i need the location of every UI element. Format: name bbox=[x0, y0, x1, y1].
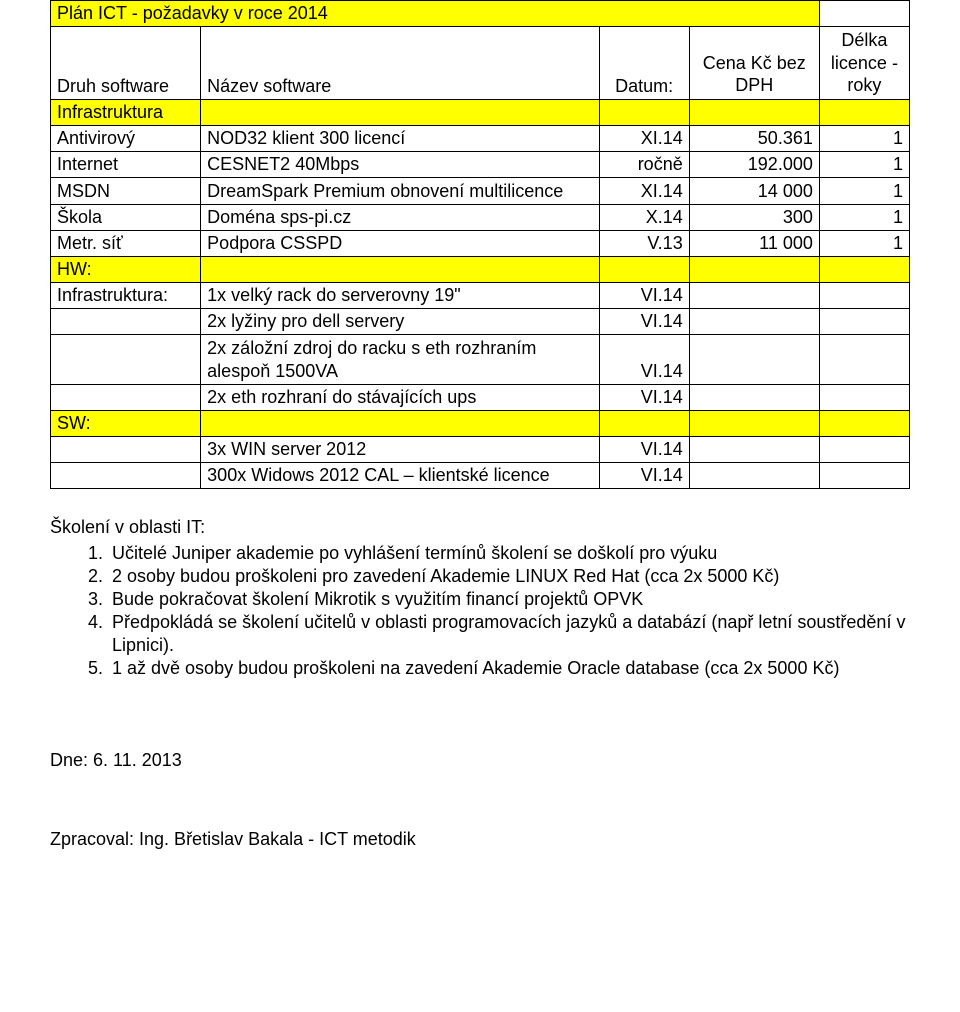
list-item: Učitelé Juniper akademie po vyhlášení te… bbox=[108, 542, 910, 565]
table-row: Infrastruktura: 1x velký rack do servero… bbox=[51, 283, 910, 309]
cell-empty bbox=[819, 385, 909, 411]
cell-datum: VI.14 bbox=[599, 463, 689, 489]
cell-druh: MSDN bbox=[51, 177, 201, 205]
table-row: 3x WIN server 2012 VI.14 bbox=[51, 437, 910, 463]
table-row: MSDN DreamSpark Premium obnovení multili… bbox=[51, 177, 910, 205]
cell-nazev: DreamSpark Premium obnovení multilicence bbox=[201, 177, 599, 205]
cell-cena: 300 bbox=[689, 205, 819, 231]
cell-delka: 1 bbox=[819, 177, 909, 205]
list-item: Předpokládá se školení učitelů v oblasti… bbox=[108, 611, 910, 657]
cell-datum: VI.14 bbox=[599, 283, 689, 309]
cell-nazev: CESNET2 40Mbps bbox=[201, 151, 599, 177]
table-row: 300x Widows 2012 CAL – klientské licence… bbox=[51, 463, 910, 489]
cell-druh: Škola bbox=[51, 205, 201, 231]
cell-empty bbox=[51, 463, 201, 489]
cell-empty bbox=[201, 411, 599, 437]
col-datum: Datum: bbox=[599, 27, 689, 100]
col-nazev: Název software bbox=[201, 27, 599, 100]
cell-datum: XI.14 bbox=[599, 177, 689, 205]
cell-empty bbox=[201, 257, 599, 283]
table-title: Plán ICT - požadavky v roce 2014 bbox=[51, 1, 820, 27]
cell-nazev: Podpora CSSPD bbox=[201, 231, 599, 257]
cell-empty bbox=[689, 385, 819, 411]
cell-empty bbox=[819, 257, 909, 283]
cell-empty bbox=[819, 411, 909, 437]
cell-delka: 1 bbox=[819, 231, 909, 257]
cell-empty bbox=[819, 99, 909, 125]
list-item: 1 až dvě osoby budou proškoleni na zaved… bbox=[108, 657, 910, 680]
cell-datum: VI.14 bbox=[599, 437, 689, 463]
cell-empty bbox=[819, 335, 909, 385]
cell-datum: VI.14 bbox=[599, 385, 689, 411]
cell-empty bbox=[689, 309, 819, 335]
footer-author: Zpracoval: Ing. Břetislav Bakala - ICT m… bbox=[50, 829, 910, 850]
cell-cena: 11 000 bbox=[689, 231, 819, 257]
section-sw: SW: bbox=[51, 411, 201, 437]
cell-datum: XI.14 bbox=[599, 125, 689, 151]
cell-delka: 1 bbox=[819, 205, 909, 231]
cell-datum: V.13 bbox=[599, 231, 689, 257]
table-row: Internet CESNET2 40Mbps ročně 192.000 1 bbox=[51, 151, 910, 177]
cell-empty bbox=[689, 411, 819, 437]
cell-empty bbox=[819, 309, 909, 335]
list-item: 2 osoby budou proškoleni pro zavedení Ak… bbox=[108, 565, 910, 588]
cell-empty bbox=[51, 309, 201, 335]
cell-nazev: 2x lyžiny pro dell servery bbox=[201, 309, 599, 335]
cell-datum: VI.14 bbox=[599, 335, 689, 385]
cell-nazev: 2x eth rozhraní do stávajících ups bbox=[201, 385, 599, 411]
cell-empty bbox=[599, 257, 689, 283]
cell-druh: Infrastruktura: bbox=[51, 283, 201, 309]
cell-empty bbox=[201, 99, 599, 125]
cell-empty bbox=[689, 335, 819, 385]
cell-empty bbox=[51, 437, 201, 463]
footer-date: Dne: 6. 11. 2013 bbox=[50, 750, 910, 771]
table-row: 2x eth rozhraní do stávajících ups VI.14 bbox=[51, 385, 910, 411]
col-cena: Cena Kč bez DPH bbox=[689, 27, 819, 100]
cell-druh: Antivirový bbox=[51, 125, 201, 151]
ict-table: Plán ICT - požadavky v roce 2014 Druh so… bbox=[50, 0, 910, 489]
section-hw: HW: bbox=[51, 257, 201, 283]
cell-empty bbox=[689, 463, 819, 489]
cell-datum: VI.14 bbox=[599, 309, 689, 335]
cell-empty bbox=[51, 385, 201, 411]
cell-empty bbox=[819, 437, 909, 463]
cell-datum: ročně bbox=[599, 151, 689, 177]
cell-druh: Internet bbox=[51, 151, 201, 177]
cell-nazev: 300x Widows 2012 CAL – klientské licence bbox=[201, 463, 599, 489]
col-druh: Druh software bbox=[51, 27, 201, 100]
cell-empty bbox=[599, 411, 689, 437]
cell-nazev: NOD32 klient 300 licencí bbox=[201, 125, 599, 151]
cell-empty bbox=[51, 335, 201, 385]
cell-cena: 14 000 bbox=[689, 177, 819, 205]
cell-empty bbox=[599, 99, 689, 125]
cell-delka: 1 bbox=[819, 125, 909, 151]
table-row: 2x lyžiny pro dell servery VI.14 bbox=[51, 309, 910, 335]
training-list: Učitelé Juniper akademie po vyhlášení te… bbox=[50, 542, 910, 680]
cell-empty bbox=[819, 463, 909, 489]
cell-nazev: 3x WIN server 2012 bbox=[201, 437, 599, 463]
col-delka: Délka licence - roky bbox=[819, 27, 909, 100]
table-row: Antivirový NOD32 klient 300 licencí XI.1… bbox=[51, 125, 910, 151]
cell-druh: Metr. síť bbox=[51, 231, 201, 257]
cell-empty bbox=[819, 283, 909, 309]
cell-datum: X.14 bbox=[599, 205, 689, 231]
cell-empty bbox=[689, 99, 819, 125]
cell-cena: 192.000 bbox=[689, 151, 819, 177]
training-title: Školení v oblasti IT: bbox=[50, 517, 910, 538]
list-item: Bude pokračovat školení Mikrotik s využi… bbox=[108, 588, 910, 611]
cell-empty bbox=[689, 257, 819, 283]
table-row: Metr. síť Podpora CSSPD V.13 11 000 1 bbox=[51, 231, 910, 257]
cell-delka: 1 bbox=[819, 151, 909, 177]
cell-nazev: 2x záložní zdroj do racku s eth rozhraní… bbox=[201, 335, 599, 385]
cell-empty bbox=[819, 1, 909, 27]
cell-empty bbox=[689, 283, 819, 309]
section-infrastruktura: Infrastruktura bbox=[51, 99, 201, 125]
cell-nazev: 1x velký rack do serverovny 19" bbox=[201, 283, 599, 309]
table-row: Škola Doména sps-pi.cz X.14 300 1 bbox=[51, 205, 910, 231]
cell-nazev: Doména sps-pi.cz bbox=[201, 205, 599, 231]
cell-cena: 50.361 bbox=[689, 125, 819, 151]
cell-empty bbox=[689, 437, 819, 463]
table-row: 2x záložní zdroj do racku s eth rozhraní… bbox=[51, 335, 910, 385]
